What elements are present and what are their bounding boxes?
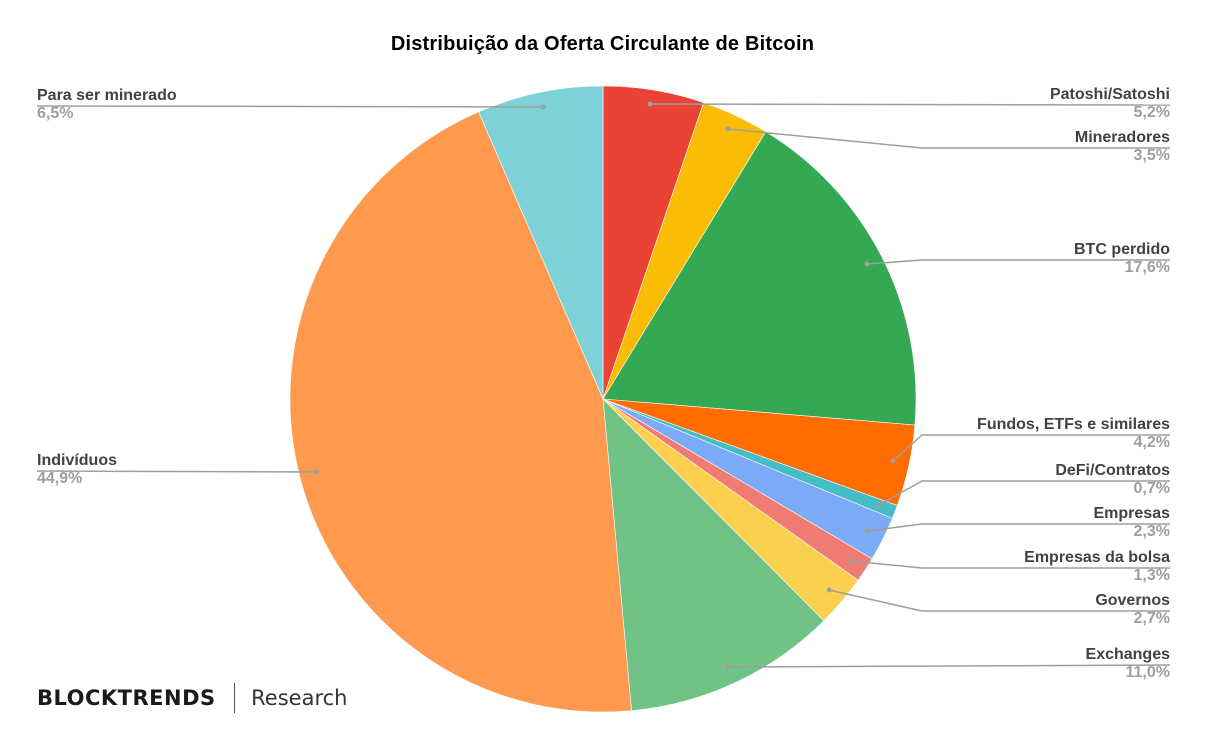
- slice-label-name: DeFi/Contratos: [1055, 462, 1170, 479]
- leader-line: [878, 480, 1170, 506]
- pie-slice-btc-perdido[interactable]: [602, 131, 917, 426]
- brand-suffix: Research: [251, 686, 348, 710]
- leader-line: [866, 259, 1170, 265]
- leader-dot: [540, 104, 546, 110]
- brand-divider: [233, 683, 236, 713]
- slice-label-percent: 3,5%: [1133, 147, 1170, 164]
- leader-dot: [864, 528, 870, 534]
- slice-label: DeFi/Contratos 0,7%: [1055, 462, 1170, 498]
- slice-label-percent: 6,5%: [37, 105, 74, 122]
- leader-dot: [313, 469, 319, 475]
- slice-label-name: Empresas: [1093, 505, 1171, 522]
- slice-label-percent: 2,3%: [1133, 523, 1170, 540]
- pie-slice-exchanges[interactable]: [602, 398, 825, 712]
- slice-label: Fundos, ETFs e similares 4,2%: [977, 416, 1170, 452]
- leader-line: [727, 128, 1170, 149]
- slice-label-name: Fundos, ETFs e similares: [977, 416, 1170, 433]
- slice-label: Empresas da bolsa 1,3%: [1024, 549, 1170, 585]
- slice-label-name: BTC perdido: [1074, 241, 1170, 258]
- leader-line: [892, 434, 1170, 462]
- slice-label-name: Exchanges: [1085, 646, 1170, 663]
- slice-label: Patoshi/Satoshi 5,2%: [1050, 86, 1170, 122]
- slice-label-percent: 1,3%: [1133, 567, 1170, 584]
- leader-line: [866, 523, 1170, 532]
- slice-label: Mineradores 3,5%: [1075, 129, 1170, 165]
- leader-line: [36, 105, 544, 108]
- slice-label-name: Governos: [1095, 592, 1170, 609]
- slice-label-percent: 2,7%: [1133, 610, 1170, 627]
- leader-dot: [725, 126, 731, 132]
- slice-label-percent: 11,0%: [1125, 664, 1170, 681]
- brand-name: BLOCKTRENDS: [37, 686, 216, 710]
- slice-label: Indivíduos 44,9%: [37, 452, 117, 488]
- leader-line: [36, 470, 317, 473]
- leader-lines: [36, 101, 1171, 670]
- slice-label-percent: 0,7%: [1133, 480, 1170, 497]
- leader-dot: [647, 101, 653, 107]
- slice-label-percent: 5,2%: [1133, 104, 1170, 121]
- slice-label: Exchanges 11,0%: [1086, 646, 1170, 682]
- slice-label: Governos 2,7%: [1095, 592, 1170, 628]
- slice-label: BTC perdido 17,6%: [1074, 241, 1170, 277]
- leader-dot: [876, 502, 882, 508]
- leader-dot: [864, 261, 870, 267]
- pie-slices: [289, 85, 917, 713]
- pie-slice-indiv-duos[interactable]: [289, 111, 632, 713]
- slice-label-percent: 17,6%: [1124, 259, 1170, 276]
- brand-logo: BLOCKTRENDS Research: [37, 683, 347, 713]
- leader-dot: [725, 664, 731, 670]
- leader-line: [850, 560, 1170, 569]
- leader-line: [649, 103, 1171, 106]
- leader-line: [727, 664, 1171, 668]
- leader-line: [828, 589, 1170, 612]
- slice-label-name: Indivíduos: [37, 452, 117, 469]
- slice-label-name: Patoshi/Satoshi: [1049, 86, 1170, 103]
- slice-label-percent: 4,2%: [1133, 434, 1170, 451]
- slice-label-name: Mineradores: [1074, 129, 1170, 146]
- leader-dot: [890, 458, 896, 464]
- pie-slice-para-ser-minerado[interactable]: [478, 85, 604, 400]
- chart-title: Distribuição da Oferta Circulante de Bit…: [390, 33, 815, 55]
- slice-label-percent: 44,9%: [37, 470, 83, 487]
- slice-label-name: Empresas da bolsa: [1024, 549, 1170, 566]
- slice-label-name: Para ser minerado: [37, 87, 177, 104]
- slice-label: Para ser minerado 6,5%: [37, 87, 177, 123]
- slice-label: Empresas 2,3%: [1094, 505, 1171, 541]
- leader-dot: [826, 587, 832, 593]
- leader-dot: [848, 558, 854, 564]
